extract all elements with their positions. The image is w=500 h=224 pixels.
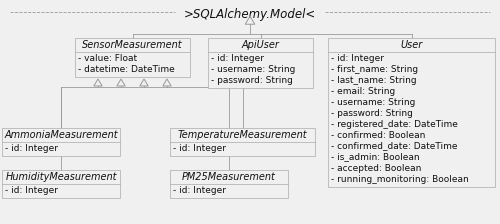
Text: AmmoniaMeasurement: AmmoniaMeasurement: [4, 130, 118, 140]
Text: - id: Integer: - id: Integer: [211, 54, 264, 62]
Text: - is_admin: Boolean: - is_admin: Boolean: [331, 153, 420, 162]
Bar: [2, 170, 120, 198]
Text: - running_monitoring: Boolean: - running_monitoring: Boolean: [331, 174, 469, 183]
Bar: [2, 128, 120, 156]
Text: TemperatureMeasurement: TemperatureMeasurement: [178, 130, 308, 140]
Text: - email: String: - email: String: [331, 86, 395, 96]
Text: - id: Integer: - id: Integer: [5, 185, 58, 195]
Text: - value: Float: - value: Float: [78, 54, 137, 62]
Text: - id: Integer: - id: Integer: [173, 144, 226, 153]
Text: PM25Measurement: PM25Measurement: [182, 172, 276, 182]
Text: - confirmed: Boolean: - confirmed: Boolean: [331, 131, 426, 140]
Text: - last_name: String: - last_name: String: [331, 75, 416, 84]
Text: - datetime: DateTime: - datetime: DateTime: [78, 65, 175, 73]
Text: - registered_date: DateTime: - registered_date: DateTime: [331, 120, 458, 129]
Text: - id: Integer: - id: Integer: [173, 185, 226, 195]
Text: >SQLAlchemy.Model<: >SQLAlchemy.Model<: [184, 8, 316, 21]
Bar: [170, 128, 315, 156]
Text: User: User: [400, 40, 422, 50]
Text: - password: String: - password: String: [331, 109, 413, 118]
Text: - password: String: - password: String: [211, 75, 293, 84]
Text: SensorMeasurement: SensorMeasurement: [82, 40, 183, 50]
Text: - id: Integer: - id: Integer: [5, 144, 58, 153]
Bar: [328, 38, 495, 187]
Text: - username: String: - username: String: [211, 65, 296, 73]
Text: - confirmed_date: DateTime: - confirmed_date: DateTime: [331, 142, 458, 151]
Text: HumidityMeasurement: HumidityMeasurement: [5, 172, 117, 182]
Text: - first_name: String: - first_name: String: [331, 65, 418, 73]
Text: ApiUser: ApiUser: [242, 40, 280, 50]
Bar: [170, 170, 288, 198]
Text: - id: Integer: - id: Integer: [331, 54, 384, 62]
Text: - username: String: - username: String: [331, 97, 415, 107]
Bar: [75, 38, 190, 77]
Text: - accepted: Boolean: - accepted: Boolean: [331, 164, 422, 172]
Bar: [208, 38, 313, 88]
